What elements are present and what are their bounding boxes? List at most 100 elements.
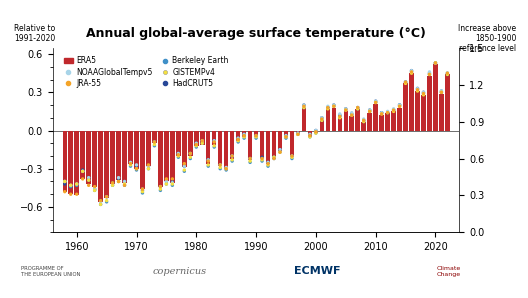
Point: [336, 115, 344, 120]
Text: Climate
Change: Climate Change: [437, 266, 461, 277]
Point: [79, 169, 87, 174]
Bar: [105, 131, 109, 198]
Point: [228, 153, 237, 158]
Point: [437, 90, 446, 95]
Point: [329, 103, 338, 107]
Point: [67, 184, 75, 189]
Point: [347, 110, 356, 115]
Point: [365, 109, 374, 114]
Point: [252, 133, 260, 138]
Bar: [69, 131, 73, 194]
Point: [144, 162, 153, 167]
Bar: [74, 131, 79, 195]
Bar: [236, 131, 240, 141]
Point: [72, 183, 81, 188]
Point: [144, 164, 153, 169]
Text: ECMWF: ECMWF: [294, 266, 340, 276]
Point: [84, 175, 93, 180]
Point: [67, 183, 75, 188]
Point: [336, 111, 344, 116]
Point: [365, 108, 374, 113]
Point: [240, 132, 248, 137]
Point: [365, 108, 374, 113]
Point: [294, 131, 302, 135]
Point: [383, 110, 392, 115]
Bar: [433, 64, 438, 131]
Point: [246, 160, 254, 165]
Point: [108, 183, 117, 188]
Point: [61, 182, 69, 187]
Point: [336, 113, 344, 118]
Point: [180, 161, 188, 166]
Bar: [134, 131, 139, 169]
Point: [138, 187, 147, 192]
Point: [276, 147, 284, 152]
Point: [204, 159, 212, 164]
Bar: [385, 113, 390, 131]
Point: [90, 188, 99, 193]
Point: [282, 136, 290, 141]
Point: [138, 189, 147, 194]
Point: [198, 141, 206, 146]
Point: [156, 187, 165, 192]
Point: [126, 160, 135, 165]
Bar: [140, 131, 145, 189]
Point: [252, 136, 260, 141]
Point: [115, 179, 123, 184]
Point: [425, 72, 433, 77]
Point: [120, 183, 129, 188]
Point: [72, 182, 81, 187]
Point: [270, 155, 278, 160]
Point: [162, 179, 171, 184]
Point: [61, 179, 69, 184]
Point: [419, 91, 428, 96]
Point: [360, 119, 368, 124]
Point: [240, 136, 248, 141]
Point: [371, 100, 380, 105]
Point: [168, 176, 176, 181]
Point: [126, 161, 135, 166]
Point: [102, 194, 111, 199]
Text: copernicus: copernicus: [153, 267, 206, 276]
Point: [108, 182, 117, 187]
Bar: [344, 111, 348, 131]
Bar: [314, 131, 318, 133]
Point: [150, 139, 158, 144]
Point: [336, 114, 344, 119]
Point: [270, 155, 278, 160]
Point: [318, 115, 326, 120]
Point: [353, 106, 362, 111]
Point: [120, 182, 129, 187]
Point: [294, 132, 302, 137]
Point: [401, 80, 410, 84]
Point: [371, 100, 380, 105]
Point: [383, 110, 392, 115]
Point: [324, 105, 332, 110]
Point: [144, 166, 153, 171]
Point: [210, 138, 219, 143]
Point: [425, 72, 433, 77]
Point: [67, 184, 75, 189]
Bar: [266, 131, 270, 164]
Point: [186, 151, 194, 156]
Point: [108, 180, 117, 185]
Point: [443, 71, 451, 76]
Point: [115, 179, 123, 184]
Point: [102, 199, 111, 204]
Point: [294, 132, 302, 137]
Point: [222, 166, 230, 171]
Point: [371, 99, 380, 104]
Point: [443, 71, 451, 76]
Point: [210, 143, 219, 148]
Point: [198, 138, 206, 143]
Point: [276, 150, 284, 155]
Point: [210, 145, 219, 150]
Point: [360, 118, 368, 123]
Point: [419, 90, 428, 95]
Point: [395, 103, 404, 107]
Point: [67, 183, 75, 188]
Point: [162, 179, 171, 184]
Point: [84, 183, 93, 188]
Point: [246, 156, 254, 161]
Point: [389, 108, 398, 113]
